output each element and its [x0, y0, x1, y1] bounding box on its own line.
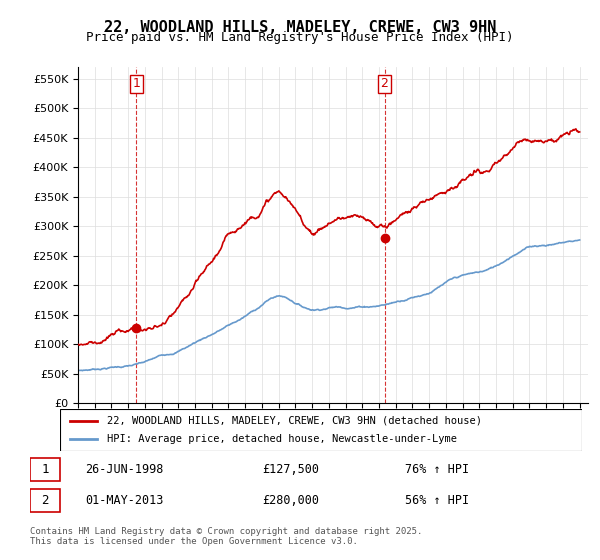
- Text: 01-MAY-2013: 01-MAY-2013: [85, 494, 164, 507]
- Text: 76% ↑ HPI: 76% ↑ HPI: [406, 463, 469, 476]
- Text: 26-JUN-1998: 26-JUN-1998: [85, 463, 164, 476]
- Text: Contains HM Land Registry data © Crown copyright and database right 2025.
This d: Contains HM Land Registry data © Crown c…: [30, 526, 422, 546]
- Text: 2: 2: [380, 77, 388, 90]
- Text: 1: 1: [41, 463, 49, 476]
- Text: 22, WOODLAND HILLS, MADELEY, CREWE, CW3 9HN (detached house): 22, WOODLAND HILLS, MADELEY, CREWE, CW3 …: [107, 416, 482, 426]
- Text: 22, WOODLAND HILLS, MADELEY, CREWE, CW3 9HN: 22, WOODLAND HILLS, MADELEY, CREWE, CW3 …: [104, 20, 496, 35]
- Text: £127,500: £127,500: [262, 463, 319, 476]
- Text: HPI: Average price, detached house, Newcastle-under-Lyme: HPI: Average price, detached house, Newc…: [107, 434, 457, 444]
- FancyBboxPatch shape: [60, 409, 582, 451]
- FancyBboxPatch shape: [30, 489, 61, 512]
- Text: 1: 1: [133, 77, 140, 90]
- FancyBboxPatch shape: [30, 458, 61, 481]
- Text: Price paid vs. HM Land Registry's House Price Index (HPI): Price paid vs. HM Land Registry's House …: [86, 31, 514, 44]
- Text: 2: 2: [41, 494, 49, 507]
- Text: 56% ↑ HPI: 56% ↑ HPI: [406, 494, 469, 507]
- Text: £280,000: £280,000: [262, 494, 319, 507]
